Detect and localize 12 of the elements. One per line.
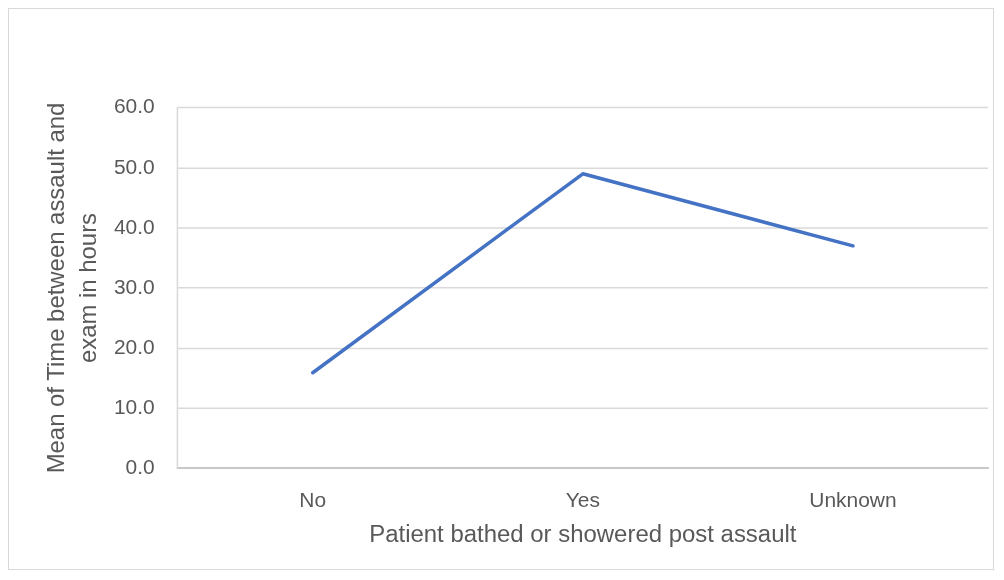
y-axis-title: Mean of Time between assault and exam in hours [42,102,102,474]
y-tick-label: 10.0 [113,395,155,419]
y-tick-label: 0.0 [125,455,155,479]
x-tick-label: Unknown [809,487,897,511]
x-tick-label: Yes [565,487,600,511]
y-tick-label: 50.0 [113,154,155,178]
y-tick-label: 60.0 [113,94,155,118]
y-tick-label: 20.0 [113,334,155,358]
x-tick-label: No [299,487,327,511]
x-axis-title: Patient bathed or showered post assault [369,520,797,548]
y-tick-label: 30.0 [113,274,155,298]
y-tick-label: 40.0 [113,214,155,238]
